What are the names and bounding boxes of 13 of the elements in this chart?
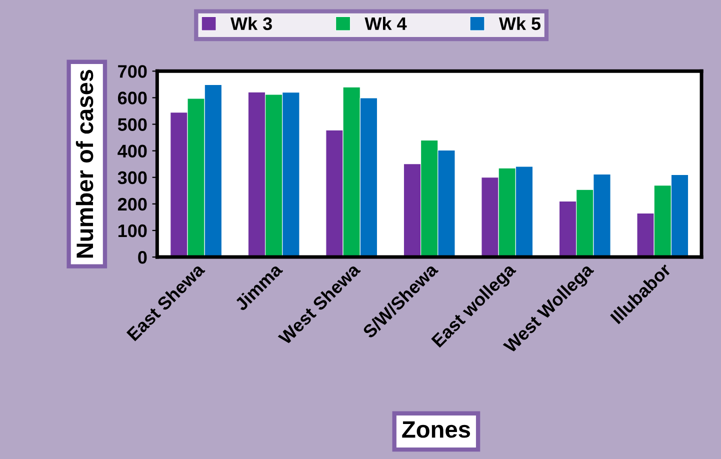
x-axis-title: Zones xyxy=(402,421,470,438)
legend-label: Wk 5 xyxy=(498,16,541,30)
y-tick-label: 200 xyxy=(118,198,147,211)
legend-label: Wk 3 xyxy=(230,16,272,30)
legend-label: Wk 4 xyxy=(364,16,407,30)
y-tick-label: 600 xyxy=(118,92,147,104)
y-axis-title: Number of cases xyxy=(76,70,94,258)
y-tick-label: 500 xyxy=(118,118,147,131)
y-tick-label: 0 xyxy=(138,250,147,264)
y-tick-label: 100 xyxy=(118,224,147,238)
y-tick-label: 400 xyxy=(118,144,147,158)
y-tick-label: 700 xyxy=(118,65,147,78)
y-tick-label: 300 xyxy=(118,171,147,184)
